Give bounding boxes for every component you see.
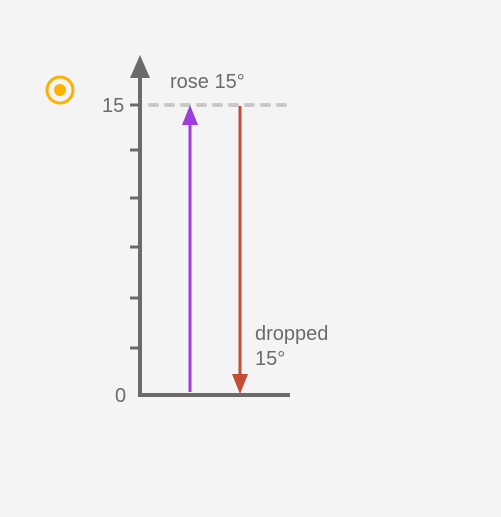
tick-label-0: 0 [115, 385, 126, 407]
rose-label: rose 15° [170, 71, 245, 93]
dropped-arrow-head [232, 374, 248, 394]
radio-bullet-dot[interactable] [54, 84, 66, 96]
rose-arrow-head [182, 105, 198, 125]
y-axis-arrowhead [130, 55, 150, 78]
tick-label-15: 15 [102, 95, 124, 117]
temperature-diagram: 15 0 rose 15° dropped 15° [0, 0, 501, 512]
dropped-label-line2: 15° [255, 348, 285, 370]
dropped-label-line1: dropped [255, 323, 328, 345]
